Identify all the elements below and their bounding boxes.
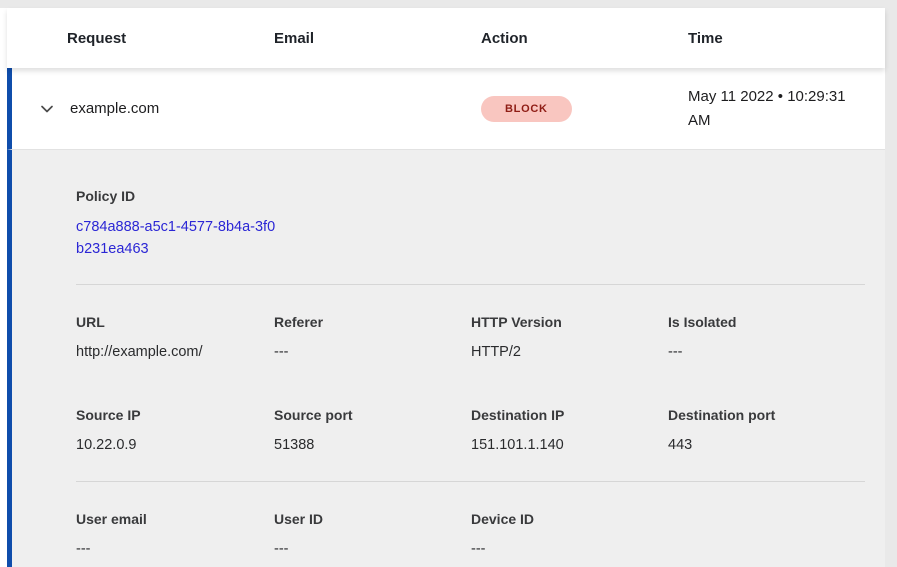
user-email-label: User email bbox=[76, 511, 147, 527]
column-header-email: Email bbox=[274, 29, 315, 47]
table-row[interactable]: example.com BLOCK May 11 2022 • 10:29:31… bbox=[7, 68, 885, 150]
policy-id-field: Policy ID c784a888-a5c1-4577-8b4a-3f0b23… bbox=[76, 186, 885, 260]
url-field: URL http://example.com/ bbox=[76, 312, 274, 362]
divider bbox=[76, 284, 865, 285]
destination-ip-field: Destination IP 151.101.1.140 bbox=[471, 405, 668, 455]
source-port-field: Source port 51388 bbox=[274, 405, 471, 455]
device-id-field: Device ID --- bbox=[471, 509, 668, 559]
user-id-label: User ID bbox=[274, 511, 324, 527]
row-request-value: example.com bbox=[70, 100, 160, 117]
page-background-gutter bbox=[885, 0, 897, 567]
user-id-value: --- bbox=[274, 541, 289, 557]
request-log-table: Request Email Action Time example.com BL… bbox=[7, 8, 885, 567]
empty-cell bbox=[668, 509, 885, 559]
divider bbox=[76, 481, 865, 482]
row-detail-panel: Policy ID c784a888-a5c1-4577-8b4a-3f0b23… bbox=[7, 150, 885, 567]
policy-id-label: Policy ID bbox=[76, 188, 136, 204]
detail-row: User email --- User ID --- Device ID --- bbox=[76, 509, 885, 559]
detail-row: URL http://example.com/ Referer --- HTTP… bbox=[76, 312, 885, 362]
source-ip-field: Source IP 10.22.0.9 bbox=[76, 405, 274, 455]
user-email-value: --- bbox=[76, 541, 91, 557]
collapse-row-button[interactable] bbox=[37, 99, 57, 119]
http-version-value: HTTP/2 bbox=[471, 344, 521, 360]
user-email-field: User email --- bbox=[76, 509, 274, 559]
row-expand-cell bbox=[12, 99, 67, 119]
column-header-action: Action bbox=[481, 29, 528, 47]
column-header-time: Time bbox=[688, 29, 723, 47]
source-ip-value: 10.22.0.9 bbox=[76, 437, 137, 453]
http-version-field: HTTP Version HTTP/2 bbox=[471, 312, 668, 362]
policy-id-link[interactable]: c784a888-a5c1-4577-8b4a-3f0b231ea463 bbox=[76, 219, 276, 257]
detail-row: Source IP 10.22.0.9 Source port 51388 De… bbox=[76, 405, 885, 455]
row-time-value: May 11 2022 • 10:29:31 AM bbox=[688, 87, 846, 129]
http-version-label: HTTP Version bbox=[471, 314, 562, 330]
destination-port-label: Destination port bbox=[668, 407, 776, 423]
device-id-value: --- bbox=[471, 541, 486, 557]
device-id-label: Device ID bbox=[471, 511, 535, 527]
destination-port-value: 443 bbox=[668, 437, 693, 453]
referer-field: Referer --- bbox=[274, 312, 471, 362]
source-ip-label: Source IP bbox=[76, 407, 141, 423]
status-badge: BLOCK bbox=[481, 95, 572, 122]
page-background-strip bbox=[0, 0, 897, 8]
is-isolated-value: --- bbox=[668, 344, 683, 360]
destination-port-field: Destination port 443 bbox=[668, 405, 885, 455]
referer-label: Referer bbox=[274, 314, 324, 330]
column-header-request: Request bbox=[67, 29, 127, 47]
destination-ip-value: 151.101.1.140 bbox=[471, 437, 564, 453]
url-label: URL bbox=[76, 314, 105, 330]
source-port-value: 51388 bbox=[274, 437, 315, 453]
row-action-cell: BLOCK bbox=[481, 95, 688, 122]
is-isolated-label: Is Isolated bbox=[668, 314, 737, 330]
source-port-label: Source port bbox=[274, 407, 353, 423]
is-isolated-field: Is Isolated --- bbox=[668, 312, 885, 362]
table-header-row: Request Email Action Time bbox=[7, 8, 885, 68]
chevron-down-icon bbox=[39, 101, 55, 117]
url-value: http://example.com/ bbox=[76, 344, 203, 360]
destination-ip-label: Destination IP bbox=[471, 407, 565, 423]
referer-value: --- bbox=[274, 344, 289, 360]
user-id-field: User ID --- bbox=[274, 509, 471, 559]
